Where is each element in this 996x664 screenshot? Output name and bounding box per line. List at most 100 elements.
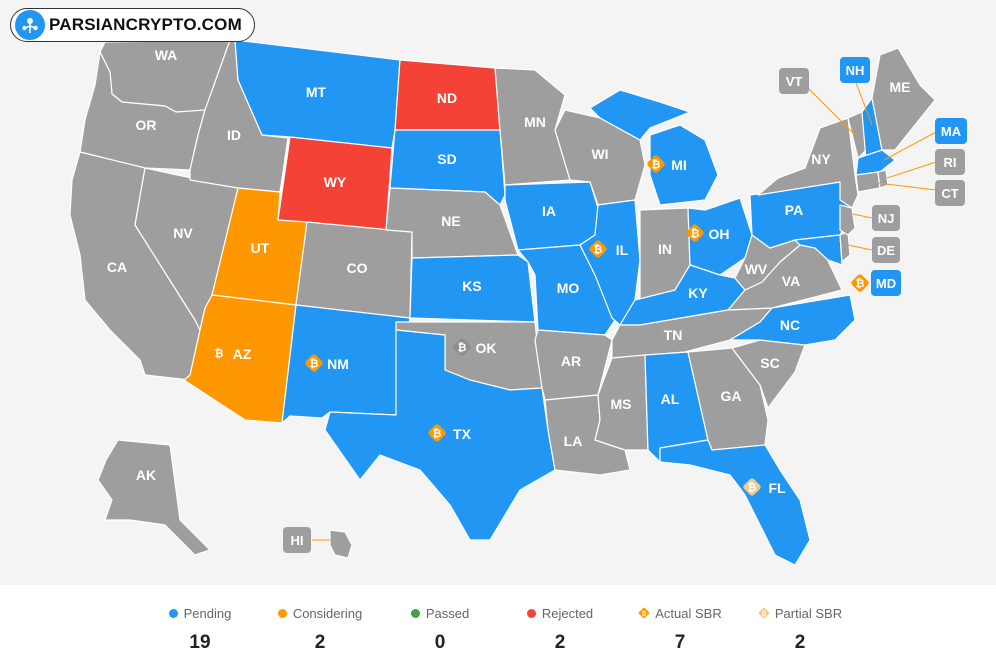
callout-label-ct: CT xyxy=(941,186,958,201)
state-nc[interactable] xyxy=(729,294,856,346)
callout-nh[interactable] xyxy=(840,57,870,83)
legend-count: 7 xyxy=(674,632,686,653)
label-pa: PA xyxy=(785,202,803,218)
legend-item-actual-sbr[interactable]: ₿ Actual SBR 7 xyxy=(620,600,740,654)
legend-label: Pending xyxy=(183,605,232,621)
label-ms: MS xyxy=(611,396,632,412)
rejected-dot-icon xyxy=(526,608,536,618)
map-area: ₿ WA OR CA xyxy=(0,0,996,585)
state-ny[interactable] xyxy=(757,117,859,209)
label-ok: OK xyxy=(476,340,497,356)
state-nj[interactable] xyxy=(839,204,856,236)
label-wi: WI xyxy=(591,146,608,162)
callout-ri[interactable] xyxy=(935,149,965,175)
callout-hi[interactable] xyxy=(283,527,311,553)
legend-label: Actual SBR xyxy=(655,605,722,621)
callout-label-de: DE xyxy=(877,243,895,258)
label-ar: AR xyxy=(561,353,581,369)
label-wy: WY xyxy=(324,174,347,190)
label-ga: GA xyxy=(721,388,742,404)
state-ri[interactable] xyxy=(877,169,889,189)
label-va: VA xyxy=(782,273,800,289)
legend-count: 19 xyxy=(189,632,211,653)
label-fl: FL xyxy=(768,480,786,496)
label-sd: SD xyxy=(437,151,456,167)
pending-dot-icon xyxy=(168,608,178,618)
label-id: ID xyxy=(227,127,241,143)
callout-md[interactable] xyxy=(871,270,901,296)
callout-de[interactable] xyxy=(872,237,900,263)
passed-dot-icon xyxy=(410,608,420,618)
us-map: ₿ WA OR CA xyxy=(69,39,967,566)
state-il[interactable] xyxy=(579,199,641,326)
legend-count: 0 xyxy=(434,632,446,653)
label-ks: KS xyxy=(462,278,481,294)
state-hi[interactable] xyxy=(329,529,353,559)
label-mt: MT xyxy=(306,84,327,100)
callout-label-vt: VT xyxy=(786,74,803,89)
label-ca: CA xyxy=(107,259,127,275)
label-nd: ND xyxy=(437,90,457,106)
legend-label: Partial SBR xyxy=(774,605,843,621)
label-ut: UT xyxy=(251,240,270,256)
bitcoin-icon: ₿ xyxy=(758,607,770,619)
brand-logo[interactable]: PARSIANCRYPTO.COM xyxy=(10,8,255,42)
state-de[interactable] xyxy=(839,231,851,263)
callout-leaders xyxy=(312,79,937,541)
state-fl[interactable] xyxy=(659,439,811,566)
label-sc: SC xyxy=(760,355,779,371)
callout-label-md: MD xyxy=(876,276,896,291)
label-tx: TX xyxy=(453,426,472,442)
bitcoin-icon-md xyxy=(850,273,870,293)
label-la: LA xyxy=(564,433,583,449)
legend-item-pending[interactable]: Pending 19 xyxy=(140,600,260,654)
state-ks[interactable] xyxy=(409,254,536,323)
label-co: CO xyxy=(347,260,368,276)
legend-item-rejected[interactable]: Rejected 2 xyxy=(500,600,620,654)
callout-label-ri: RI xyxy=(944,155,957,170)
state-ct[interactable] xyxy=(855,171,881,193)
callout-ct[interactable] xyxy=(935,180,965,206)
callout-label-ma: MA xyxy=(941,124,962,139)
state-ma[interactable] xyxy=(855,149,896,176)
label-ak: AK xyxy=(136,467,156,483)
label-al: AL xyxy=(661,391,680,407)
legend-label: Passed xyxy=(425,605,470,621)
label-ia: IA xyxy=(542,203,556,219)
state-mi[interactable] xyxy=(649,124,719,206)
label-ny: NY xyxy=(811,151,831,167)
legend-label: Rejected xyxy=(541,605,594,621)
legend-count: 2 xyxy=(794,632,806,653)
label-or: OR xyxy=(136,117,157,133)
callout-ma[interactable] xyxy=(935,118,967,144)
legend-item-considering[interactable]: Considering 2 xyxy=(260,600,380,654)
label-mi: MI xyxy=(671,157,687,173)
callout-nj[interactable] xyxy=(872,205,900,231)
label-mo: MO xyxy=(557,280,580,296)
svg-text:₿: ₿ xyxy=(761,610,766,617)
svg-text:₿: ₿ xyxy=(642,610,647,617)
callout-label-hi: HI xyxy=(291,533,304,548)
label-wv: WV xyxy=(745,261,768,277)
brand-name: PARSIANCRYPTO.COM xyxy=(49,15,242,34)
legend-item-partial-sbr[interactable]: ₿ Partial SBR 2 xyxy=(740,600,860,654)
label-nc: NC xyxy=(780,317,800,333)
state-mi-up[interactable] xyxy=(589,89,691,141)
label-in: IN xyxy=(658,241,672,257)
legend-item-passed[interactable]: Passed 0 xyxy=(380,600,500,654)
state-me[interactable] xyxy=(871,47,936,151)
label-mn: MN xyxy=(524,114,546,130)
label-ne: NE xyxy=(441,213,460,229)
callout-vt[interactable] xyxy=(779,68,809,94)
label-wa: WA xyxy=(155,47,178,63)
state-ak[interactable] xyxy=(97,439,211,556)
logo-mark-icon xyxy=(15,10,45,40)
legend: Pending 19 Considering 2 Passed 0 Reject… xyxy=(0,600,996,664)
legend-count: 2 xyxy=(314,632,326,653)
considering-dot-icon xyxy=(277,608,287,618)
legend-count: 2 xyxy=(554,632,566,653)
legend-label: Considering xyxy=(292,605,363,621)
label-oh: OH xyxy=(709,226,730,242)
label-az: AZ xyxy=(233,346,252,362)
callout-label-nh: NH xyxy=(846,63,865,78)
